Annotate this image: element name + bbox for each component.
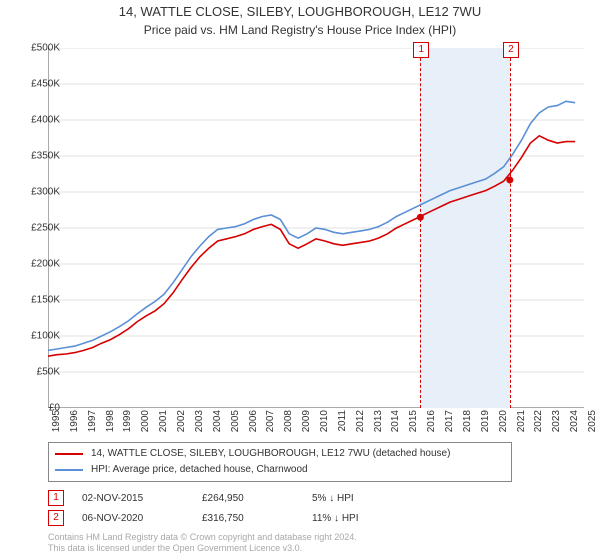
series-line-hpi: [48, 101, 575, 350]
x-axis-tick-label: 2007: [265, 410, 276, 440]
footer-line: This data is licensed under the Open Gov…: [48, 543, 568, 554]
x-axis-tick-label: 2018: [462, 410, 473, 440]
x-axis-tick-label: 2011: [337, 410, 348, 440]
y-axis-tick-label: £150K: [12, 295, 60, 306]
legend-box: 14, WATTLE CLOSE, SILEBY, LOUGHBOROUGH, …: [48, 442, 512, 482]
sale-point: [506, 176, 513, 183]
sale-diff: 5% ↓ HPI: [312, 493, 412, 504]
sale-date: 06-NOV-2020: [82, 513, 202, 524]
x-axis-tick-label: 1999: [122, 410, 133, 440]
x-axis-tick-label: 2016: [426, 410, 437, 440]
x-axis-tick-label: 2023: [551, 410, 562, 440]
y-axis-tick-label: £200K: [12, 259, 60, 270]
x-axis-tick-label: 2020: [498, 410, 509, 440]
sale-point: [417, 214, 424, 221]
y-axis-tick-label: £500K: [12, 43, 60, 54]
x-axis-tick-label: 2009: [301, 410, 312, 440]
legend-item: 14, WATTLE CLOSE, SILEBY, LOUGHBOROUGH, …: [55, 446, 505, 462]
x-axis-tick-label: 2006: [248, 410, 259, 440]
sales-row: 2 06-NOV-2020 £316,750 11% ↓ HPI: [48, 508, 412, 528]
x-axis-tick-label: 2021: [516, 410, 527, 440]
chart-title: 14, WATTLE CLOSE, SILEBY, LOUGHBOROUGH, …: [0, 0, 600, 21]
series-line-property: [48, 136, 575, 356]
x-axis-tick-label: 1995: [51, 410, 62, 440]
y-axis-tick-label: £400K: [12, 115, 60, 126]
chart-subtitle: Price paid vs. HM Land Registry's House …: [0, 21, 600, 37]
y-axis-tick-label: £350K: [12, 151, 60, 162]
x-axis-tick-label: 2010: [319, 410, 330, 440]
chart-area: 12: [48, 48, 584, 408]
y-axis-tick-label: £450K: [12, 79, 60, 90]
x-axis-tick-label: 2017: [444, 410, 455, 440]
x-axis-tick-label: 1997: [87, 410, 98, 440]
x-axis-tick-label: 2014: [390, 410, 401, 440]
footer-line: Contains HM Land Registry data © Crown c…: [48, 532, 568, 543]
x-axis-tick-label: 2015: [408, 410, 419, 440]
x-axis-tick-label: 2013: [373, 410, 384, 440]
x-axis-tick-label: 2005: [230, 410, 241, 440]
legend-swatch: [55, 453, 83, 455]
legend-label: HPI: Average price, detached house, Char…: [91, 462, 308, 478]
series-svg: [48, 48, 584, 408]
x-axis-tick-label: 2008: [283, 410, 294, 440]
y-axis-tick-label: £300K: [12, 187, 60, 198]
x-axis-tick-label: 2003: [194, 410, 205, 440]
x-axis-tick-label: 2012: [355, 410, 366, 440]
legend-swatch: [55, 469, 83, 471]
x-axis-tick-label: 2001: [158, 410, 169, 440]
x-axis-tick-label: 2019: [480, 410, 491, 440]
sale-diff: 11% ↓ HPI: [312, 513, 412, 524]
y-axis-tick-label: £50K: [12, 367, 60, 378]
x-axis-tick-label: 2000: [140, 410, 151, 440]
chart-plot: 12: [48, 48, 584, 408]
y-axis-tick-label: £250K: [12, 223, 60, 234]
x-axis-tick-label: 2022: [533, 410, 544, 440]
footer-attribution: Contains HM Land Registry data © Crown c…: [48, 532, 568, 554]
sale-price: £316,750: [202, 513, 312, 524]
legend-label: 14, WATTLE CLOSE, SILEBY, LOUGHBOROUGH, …: [91, 446, 450, 462]
x-axis-tick-label: 1996: [69, 410, 80, 440]
x-axis-tick-label: 2004: [212, 410, 223, 440]
sales-table: 1 02-NOV-2015 £264,950 5% ↓ HPI 2 06-NOV…: [48, 488, 412, 528]
x-axis-tick-label: 2025: [587, 410, 598, 440]
sale-marker-badge: 2: [48, 510, 64, 526]
x-axis-tick-label: 1998: [105, 410, 116, 440]
sales-row: 1 02-NOV-2015 £264,950 5% ↓ HPI: [48, 488, 412, 508]
sale-date: 02-NOV-2015: [82, 493, 202, 504]
legend-item: HPI: Average price, detached house, Char…: [55, 462, 505, 478]
sale-marker-badge: 1: [48, 490, 64, 506]
x-axis-tick-label: 2024: [569, 410, 580, 440]
sale-price: £264,950: [202, 493, 312, 504]
x-axis-tick-label: 2002: [176, 410, 187, 440]
y-axis-tick-label: £100K: [12, 331, 60, 342]
